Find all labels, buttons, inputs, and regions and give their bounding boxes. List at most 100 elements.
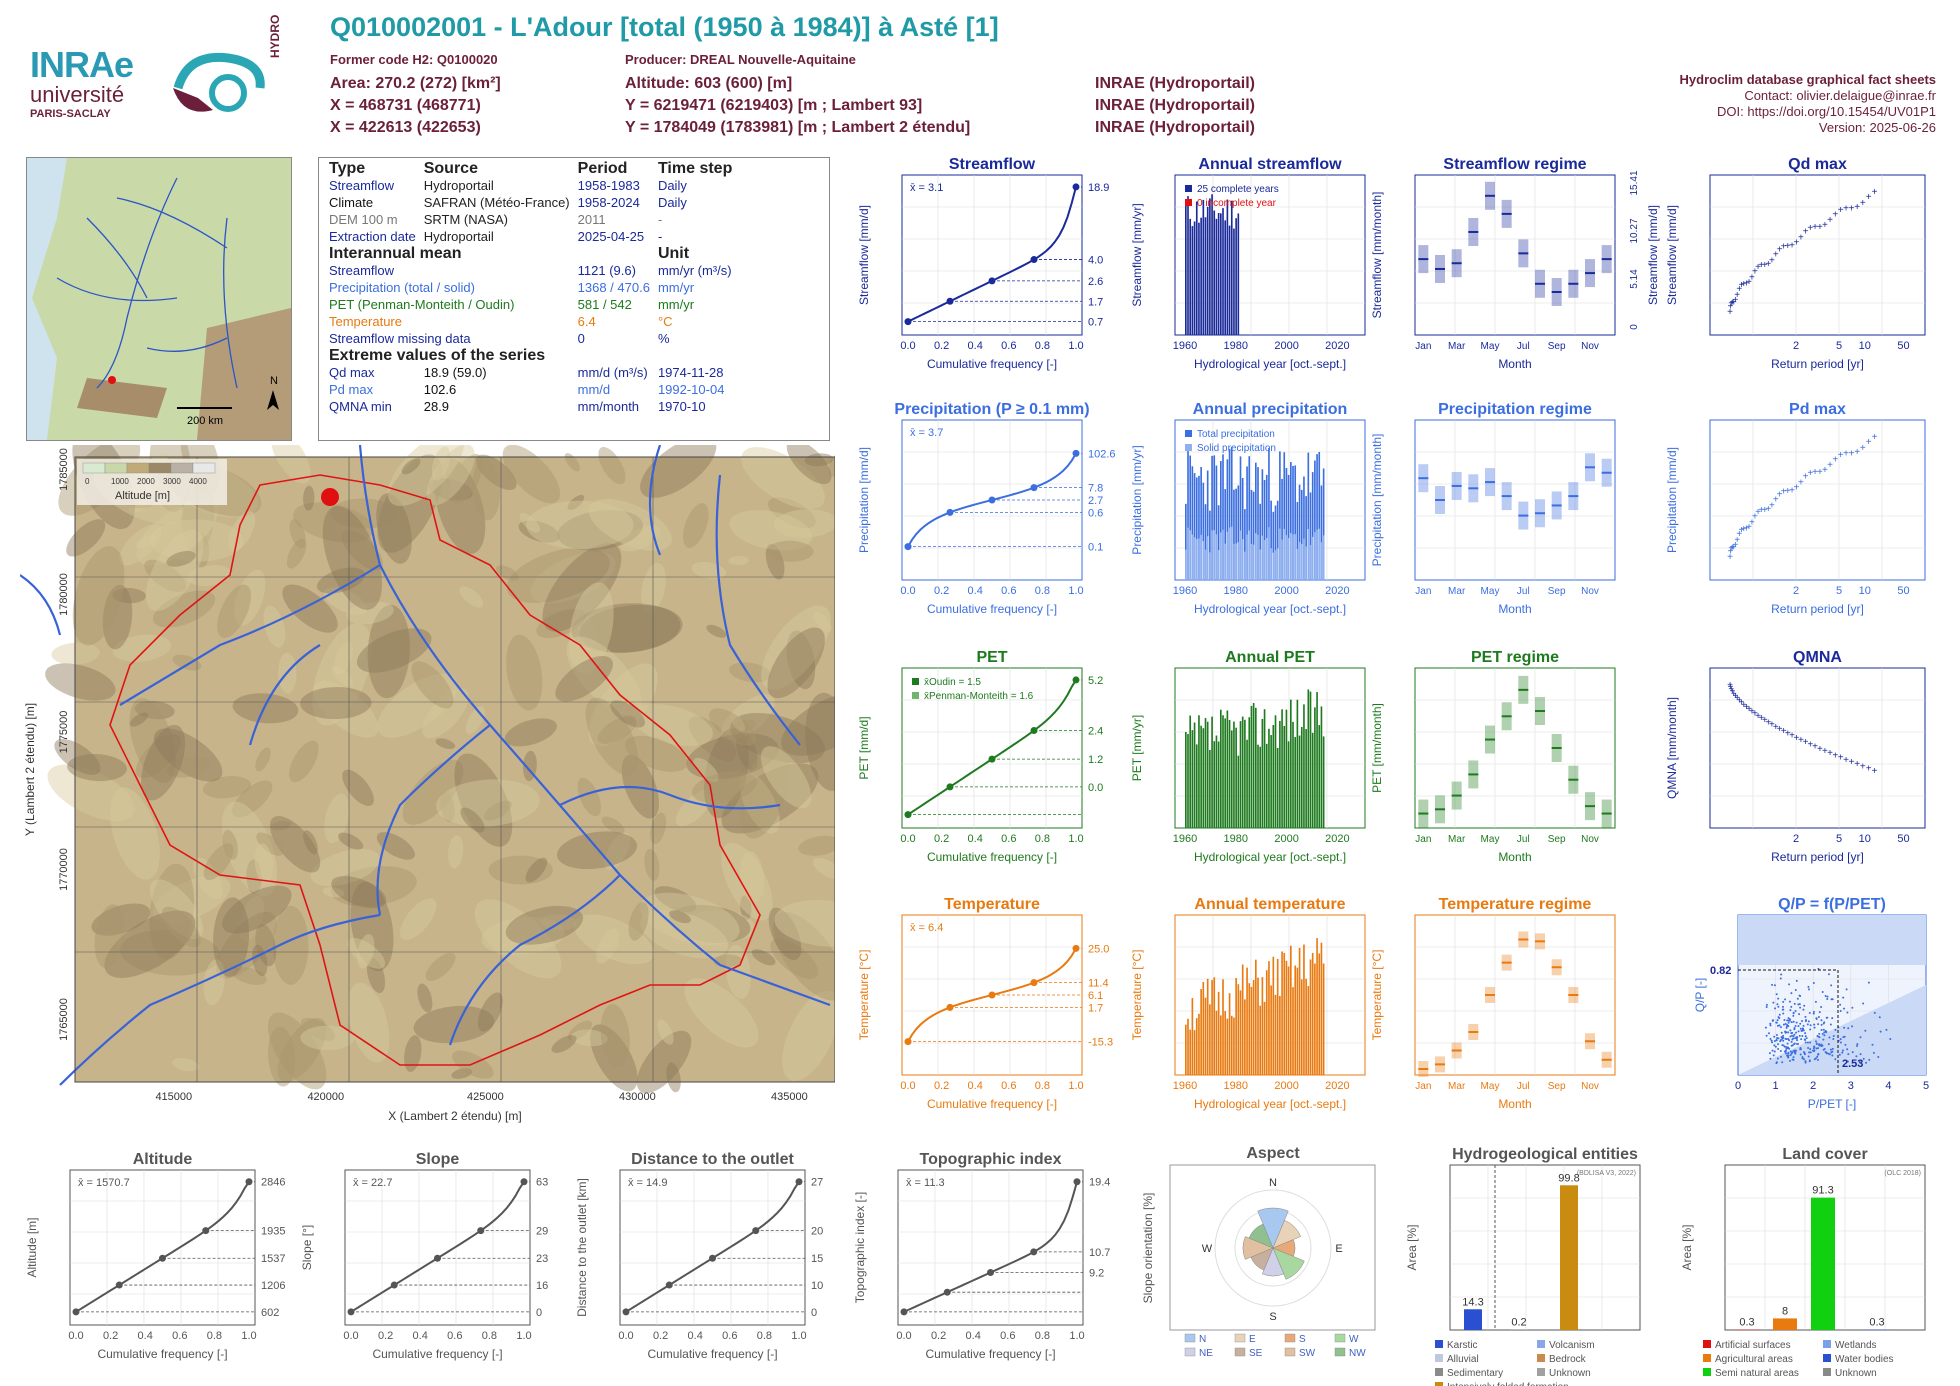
legend-label: Water bodies: [1835, 1354, 1894, 1365]
data-point: [1779, 1050, 1782, 1053]
x-tick-label: 0.8: [207, 1330, 222, 1342]
data-point: [1889, 1038, 1892, 1041]
terrain-patch: [66, 519, 106, 557]
legend-label: W: [1349, 1334, 1359, 1345]
data-point: [1777, 1047, 1780, 1050]
terrain-patch: [312, 623, 372, 726]
solid-bar: [1309, 544, 1312, 580]
right-tick-label: 602: [261, 1307, 279, 1319]
chart-title: PET regime: [1471, 649, 1559, 666]
bar: [1226, 199, 1229, 335]
data-point: [1795, 979, 1798, 982]
interannual-title: Interannual mean: [329, 245, 462, 262]
data-point: [1770, 1039, 1773, 1042]
bar: [1233, 721, 1235, 828]
river: [248, 644, 321, 746]
bar: [1257, 744, 1259, 828]
data-point: +: [1749, 273, 1755, 284]
data-point: +: [1728, 684, 1734, 695]
terrain-patch: [506, 634, 543, 711]
data-point: [1885, 1028, 1888, 1031]
terrain-patch: [293, 502, 374, 543]
bar: [1311, 952, 1314, 1075]
bar: [1215, 465, 1218, 580]
terrain-patch: [271, 820, 292, 831]
bar: [1320, 942, 1323, 1075]
bar: [1305, 496, 1307, 580]
bar: [1300, 727, 1303, 828]
x-tick-label: 0.6: [1001, 340, 1016, 352]
legend-swatch: [1537, 1354, 1545, 1362]
chart-precip_cdf: Precipitation (P ≥ 0.1 mm) Cumulative fre…: [857, 401, 1116, 616]
legend-label: S: [1299, 1334, 1306, 1345]
terrain-patch: [536, 609, 586, 638]
data-point: +: [1854, 202, 1860, 213]
bar: [1237, 984, 1240, 1075]
legend-swatch: [1435, 1382, 1443, 1386]
x-tick-label: 0.2: [934, 1080, 949, 1092]
source-label: (BDLISA V3, 2022): [1577, 1170, 1636, 1177]
terrain-patch: [119, 929, 221, 976]
extreme-row: Qd max 18.9 (59.0) mm/d (m³/s) 1974-11-28: [325, 364, 736, 381]
terrain-patch: [277, 1017, 327, 1083]
direction-label: W: [1202, 1243, 1213, 1255]
terrain-patch: [222, 829, 238, 860]
solid-bar: [1250, 543, 1253, 580]
data-point: [1839, 1041, 1842, 1044]
data-point: [1825, 1051, 1828, 1054]
data-point: [1775, 1021, 1778, 1024]
bar: [1239, 456, 1242, 580]
river: [559, 785, 781, 810]
terrain-patch: [577, 777, 601, 817]
x-tick-label: 0.0: [900, 585, 915, 597]
bar: [1287, 966, 1290, 1075]
mean-cell: 6.4: [577, 314, 596, 329]
right-tick-label: 1.7: [1088, 1002, 1103, 1014]
terrain-patch: [475, 454, 517, 491]
legend-swatch: [1284, 1333, 1296, 1343]
data-point: [1782, 1034, 1785, 1037]
x-tick-label: 0.2: [378, 1330, 393, 1342]
x-tick-label: Nov: [1581, 341, 1599, 352]
terrain-patch: [596, 928, 619, 964]
bar: [1265, 970, 1268, 1075]
data-point: [1774, 1007, 1777, 1010]
terrain-patch: [129, 698, 177, 783]
x-tick-label: 0.0: [896, 1330, 911, 1342]
data-point: [1823, 1031, 1826, 1034]
table-header-cell: Period: [577, 160, 628, 177]
terrain-patch: [526, 500, 634, 550]
x-axis-label: Cumulative frequency [-]: [925, 1347, 1055, 1361]
data-point: +: [1794, 238, 1800, 249]
data-point: [1799, 1027, 1802, 1030]
bar: [1224, 718, 1227, 828]
data-point: [1804, 1041, 1807, 1044]
x-tick-label: 2: [1793, 585, 1799, 597]
terrain-patch: [786, 630, 816, 690]
legend-label: 0 incomplete year: [1197, 198, 1277, 209]
terrain-patch: [134, 700, 175, 720]
x-tick-label: 0.0: [343, 1330, 358, 1342]
y-tick-label: 1770000: [58, 848, 70, 891]
terrain-patch: [619, 525, 661, 552]
data-point: +: [1832, 454, 1838, 465]
data-point: [1827, 973, 1830, 976]
source-row-cell: DEM 100 m: [329, 212, 398, 227]
source-row: DEM 100 m SRTM (NASA) 2011 -: [325, 211, 736, 228]
data-point: [1791, 1038, 1794, 1041]
data-point: +: [1849, 757, 1855, 768]
bar: [1320, 706, 1323, 828]
terrain-patch: [331, 665, 354, 687]
y-axis-label: Distance to the outlet [km]: [575, 1178, 589, 1317]
chart-precip_regime: Precipitation regime Month Precipitation […: [1370, 401, 1616, 616]
chart-landcover: Land cover Area [%] (OLC 2018) 0.3 8 91.3 0.3 A…: [1680, 1146, 1926, 1379]
data-point: +: [1807, 739, 1813, 750]
x-axis-label: Cumulative frequency [-]: [372, 1347, 502, 1361]
data-point: [1779, 1026, 1782, 1029]
data-point: +: [1812, 467, 1818, 478]
data-point: [1782, 1012, 1785, 1015]
x-tick-label: Mar: [1448, 341, 1466, 352]
data-point: +: [1732, 295, 1738, 306]
data-point: [1820, 1023, 1823, 1026]
terrain-patch: [300, 1017, 335, 1041]
